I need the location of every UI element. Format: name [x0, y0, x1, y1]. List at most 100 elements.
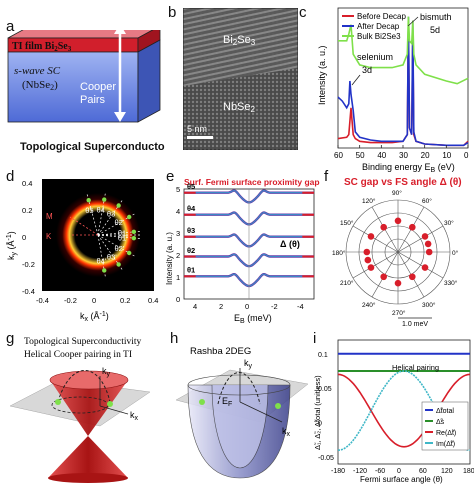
- panel-i-pairing-chart: Δ̃₁, Δ̃₂, Δ̃total (unitless) -180 -120 -60…: [313, 339, 474, 484]
- c-xtick-label-6: 0: [464, 151, 469, 160]
- g-lower-cone: [48, 436, 128, 478]
- panel-a-caption: Topological Superconductors: [20, 141, 165, 153]
- f-angle-7: 210°: [340, 279, 354, 287]
- e-curve-label-3: θ2: [187, 246, 195, 255]
- e-ytick-4: 1: [176, 273, 180, 282]
- nbse2-layer-label: NbSe2: [223, 101, 256, 114]
- f-point-5: [367, 233, 375, 240]
- i-xlabel: Fermi surface angle (θ): [360, 475, 443, 484]
- f-angle-11: 330°: [444, 279, 458, 287]
- panel-label-f: f: [324, 168, 329, 185]
- i-legend-label-0: Δ̃total: [436, 408, 454, 415]
- i-ytick-3: -0.05: [318, 455, 334, 462]
- c-annot-bismuth: bismuth: [420, 12, 452, 22]
- tem-image: Bi2Se3 NbSe2 5 nm: [182, 7, 299, 151]
- e-ytick-0: 5: [176, 185, 180, 194]
- d-point-label-4: θ1: [118, 229, 126, 238]
- bi2se3-layer-label: Bi2Se3: [223, 34, 256, 47]
- i-xtick-1: -120: [353, 468, 367, 475]
- ti-film-label: TI film Bi2Se3: [12, 41, 72, 53]
- e-curve-label-4: θ1: [187, 266, 195, 275]
- d-xtick-2: 0: [92, 296, 96, 305]
- e-ytick-5: 0: [176, 295, 180, 304]
- d-ray-7: [97, 234, 123, 270]
- d-ray-3: [97, 213, 135, 236]
- f-spoke-210: [352, 251, 399, 279]
- c-xlabel: Binding energy EB (eV): [362, 162, 455, 172]
- g-ky-label: ky: [102, 366, 111, 378]
- panel-label-i: i: [313, 330, 317, 347]
- c-xtick-label-2: 40: [377, 151, 386, 160]
- d-symmetry-m: M: [46, 212, 53, 221]
- f-point-11: [421, 264, 429, 271]
- d-ytick-4: -0.4: [22, 287, 35, 296]
- d-ray-1: [97, 193, 106, 236]
- h-title: Rashba 2DEG: [190, 346, 251, 357]
- c-annot-5d: 5d: [430, 25, 440, 35]
- e-xtick-3: -2: [271, 302, 278, 311]
- i-xtick-2: -60: [375, 468, 385, 475]
- f-angle-9: 270°: [392, 309, 406, 317]
- f-spoke-150: [352, 225, 399, 253]
- e-xtick-4: -4: [297, 302, 304, 311]
- panel-label-e: e: [166, 168, 175, 185]
- f-angle-0: 0°: [452, 249, 459, 257]
- d-point-0: [86, 198, 91, 203]
- c-legend-label-1: After Decap: [357, 22, 400, 31]
- panel-label-g: g: [6, 330, 15, 347]
- f-point-1: [421, 233, 429, 240]
- d-point-8: [102, 268, 107, 273]
- d-symmetry-k: K: [46, 232, 52, 241]
- e-curve-label-1: θ4: [187, 204, 196, 213]
- d-point-label-7: θ3': [107, 252, 117, 261]
- scalebar-label: 5 nm: [187, 124, 207, 134]
- f-angle-5: 150°: [340, 219, 354, 227]
- c-series-2: [338, 16, 469, 85]
- d-point-label-0: θ5: [85, 206, 93, 215]
- panel-c-xps-chart: Intensity (a. u.) 60 50 40 30 20 10 0 Binding …: [317, 7, 469, 172]
- f-point-8: [380, 273, 387, 281]
- i-xtick-3: 0: [397, 468, 401, 475]
- d-point-7: [116, 262, 121, 267]
- d-point-2: [116, 203, 121, 208]
- cooper-arrow-head-top: [114, 30, 126, 34]
- d-ytick-3: -0.2: [22, 260, 35, 269]
- f-point-2: [409, 223, 416, 231]
- d-ray-0: [86, 194, 99, 236]
- d-ray-5: [97, 234, 140, 240]
- f-angle-10: 300°: [422, 301, 436, 309]
- g-title-1: Topological Superconductivity: [24, 337, 142, 347]
- d-xtick-4: 0.4: [148, 296, 158, 305]
- d-ytick-0: 0.4: [22, 179, 32, 188]
- f-spoke-30: [397, 225, 444, 253]
- c-legend-label-2: Bulk Bi2Se3: [357, 32, 401, 41]
- panel-label-a: a: [6, 18, 15, 35]
- i-legend-label-3: Im(Δ̃t): [436, 441, 455, 448]
- f-scale-label: 1.0 meV: [402, 321, 428, 328]
- f-point-3: [394, 217, 402, 225]
- f-point-12: [424, 240, 432, 248]
- i-ylabel: Δ̃₁, Δ̃₂, Δ̃total (unitless): [313, 375, 322, 450]
- d-point-5: [131, 235, 137, 241]
- d-point-label-5: θ1': [118, 233, 128, 242]
- g-upper-cone: [50, 380, 128, 436]
- panel-label-h: h: [170, 330, 179, 347]
- e-xtick-2: 0: [245, 302, 249, 311]
- panel-g-dirac-cone: Topological Superconductivity Helical Co…: [9, 337, 151, 483]
- d-ray-6: [97, 234, 135, 257]
- d-xtick-3: 0.2: [120, 296, 130, 305]
- i-series-2: [337, 373, 471, 448]
- g-title-2: Helical Cooper pairing in TI: [24, 350, 132, 360]
- i-annotation: Helical pairing: [392, 363, 439, 372]
- c-annot-3d: 3d: [362, 65, 372, 75]
- f-angle-2: 60°: [422, 197, 432, 205]
- f-title: SC gap vs FS angle Δ (θ): [344, 177, 462, 188]
- d-ray-2: [97, 200, 123, 236]
- e-title: Surf. Fermi surface proximity gap: [184, 177, 320, 187]
- f-spoke-330: [397, 251, 444, 279]
- c-xtick-label-1: 50: [356, 151, 365, 160]
- e-curve-label-2: θ3: [187, 226, 195, 235]
- d-xtick-1: -0.2: [64, 296, 77, 305]
- h-inner-band: [211, 384, 269, 469]
- i-xtick-4: 60: [419, 468, 427, 475]
